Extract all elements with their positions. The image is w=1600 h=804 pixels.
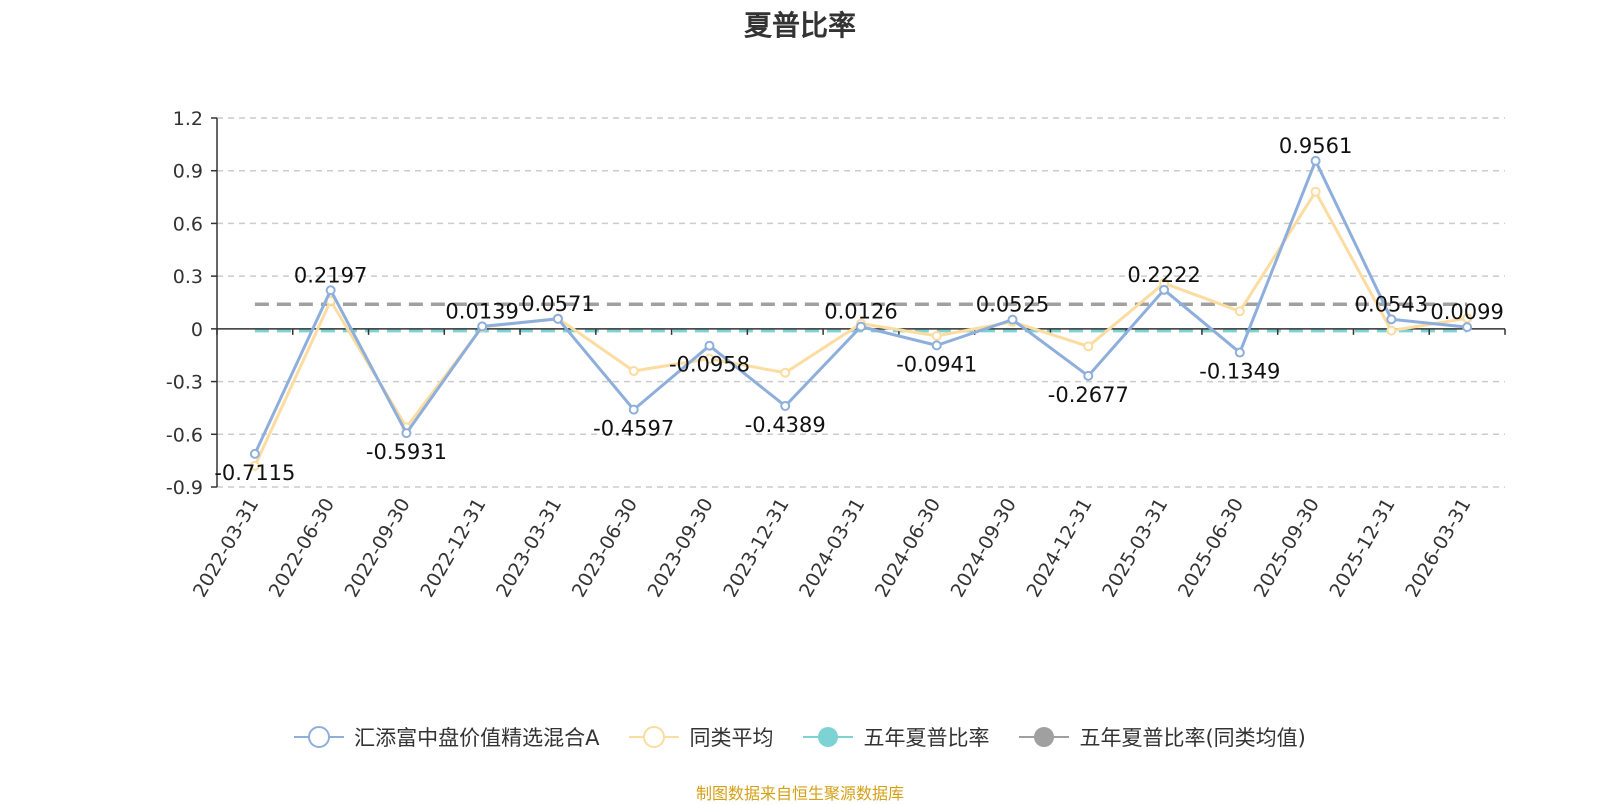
fund-point [704,340,715,351]
y-tick-label: -0.3 [166,372,203,394]
fund-point [931,340,942,351]
y-tick-label: 1.2 [173,108,203,130]
legend-five-year-label: 五年夏普比率 [863,726,990,750]
peer-average-point [1386,325,1397,336]
x-tick-label: 2024-03-31 [795,495,869,602]
fund-point [628,404,639,415]
fund-data-label: 0.0099 [1430,300,1503,324]
fund-point [780,400,791,411]
chart-title: 夏普比率 [743,9,856,42]
fund-point [552,313,563,324]
fund-data-label: -0.4389 [745,413,826,437]
legend-peer-average-icon [629,726,680,748]
fund-point [325,285,336,296]
peer-average-point [780,367,791,378]
x-tick-label: 2022-06-30 [265,495,339,602]
fund-data-label: 0.0139 [445,299,518,323]
fund-point [1234,347,1245,358]
grid-layer [217,117,1505,488]
legend-five-year-icon [803,727,854,747]
fund-data-label: -0.0958 [669,353,750,377]
legend-item-peer-average[interactable]: 同类平均 [629,722,773,752]
peer-average-point [249,460,260,471]
legend-item-five-year[interactable]: 五年夏普比率 [803,722,989,752]
x-tick-label: 2022-12-31 [416,495,490,602]
x-tick-label: 2022-03-31 [189,495,263,602]
x-tick-label: 2022-09-30 [340,494,414,601]
fund-data-label: 0.0525 [976,293,1049,317]
y-tick-label: -0.6 [166,424,203,446]
fund-data-label: -0.7115 [214,461,295,485]
legend-fund-icon [294,726,345,748]
peer-average-point [628,366,639,377]
fund-data-label: 0.0571 [521,292,594,316]
fund-data-label: -0.2677 [1048,383,1129,407]
legend-item-five-year-peer[interactable]: 五年夏普比率(同类均值) [1019,722,1306,752]
fund-data-label: 0.9561 [1279,134,1352,158]
legend-five-year-peer-label: 五年夏普比率(同类均值) [1079,726,1306,750]
fund-data-label: -0.5931 [366,440,447,464]
legend-five-year-peer-icon [1019,727,1070,747]
fund-point [1083,370,1094,381]
x-tick-label: 2024-09-30 [947,495,1021,602]
source-note: 制图数据来自恒生聚源数据库 [695,784,904,803]
legend-peer-average-label: 同类平均 [689,726,774,750]
fund-data-label: 0.0126 [824,300,897,324]
y-tick-label: 0.6 [173,213,203,235]
fund-data-label: -0.4597 [593,417,674,441]
fund-point [1007,314,1018,325]
series-layer [249,155,1473,471]
fund-data-label: -0.1349 [1199,360,1280,384]
x-tick-label: 2023-12-31 [719,495,793,602]
peer-average-point [704,353,715,364]
fund-data-label: 0.0543 [1355,292,1428,316]
fund-point [856,321,866,332]
y-tick-label: 0.9 [173,161,203,183]
legend-item-fund[interactable]: 汇添富中盘价值精选混合A [294,722,599,752]
peer-average-point [931,330,942,341]
x-tick-label: 2024-12-31 [1022,495,1096,602]
x-tick-label: 2026-03-31 [1401,495,1475,602]
fund-point [1386,314,1397,325]
x-tick-label: 2025-03-31 [1098,495,1172,602]
legend-fund-label: 汇添富中盘价值精选混合A [354,726,600,750]
fund-point [1462,322,1473,333]
x-tick-label: 2025-12-31 [1325,495,1399,602]
fund-point [249,448,260,459]
fund-point [401,428,412,439]
x-tick-label: 2023-09-30 [644,495,718,602]
x-tick-label: 2024-06-30 [871,494,945,601]
x-tick-label: 2023-03-31 [492,495,566,602]
data-labels: -0.7115 0.2197 -0.5931 0.0139 0.0571 -0.4597 -… [214,134,1504,485]
fund-data-label: 0.2222 [1127,263,1200,287]
peer-average-point [1234,306,1245,317]
fund-data-label: 0.2197 [294,263,367,287]
peer-average-point [1310,186,1321,197]
legend: 汇添富中盘价值精选混合A 同类平均 五年夏普比率 五年夏普比率(同类均值) [0,722,1600,752]
y-tick-label: 0.3 [173,266,203,288]
x-tick-label: 2023-06-30 [568,495,642,602]
fund-data-label: -0.0941 [896,352,977,376]
x-tick-label: 2025-06-30 [1174,495,1248,602]
x-tick-label: 2025-09-30 [1250,495,1324,602]
y-tick-label: 0 [191,319,203,341]
fund-point [1310,155,1321,166]
fund-point [477,321,488,332]
fund-point [1159,284,1170,295]
y-tick-label: -0.9 [166,477,203,499]
peer-average-point [1083,341,1094,352]
